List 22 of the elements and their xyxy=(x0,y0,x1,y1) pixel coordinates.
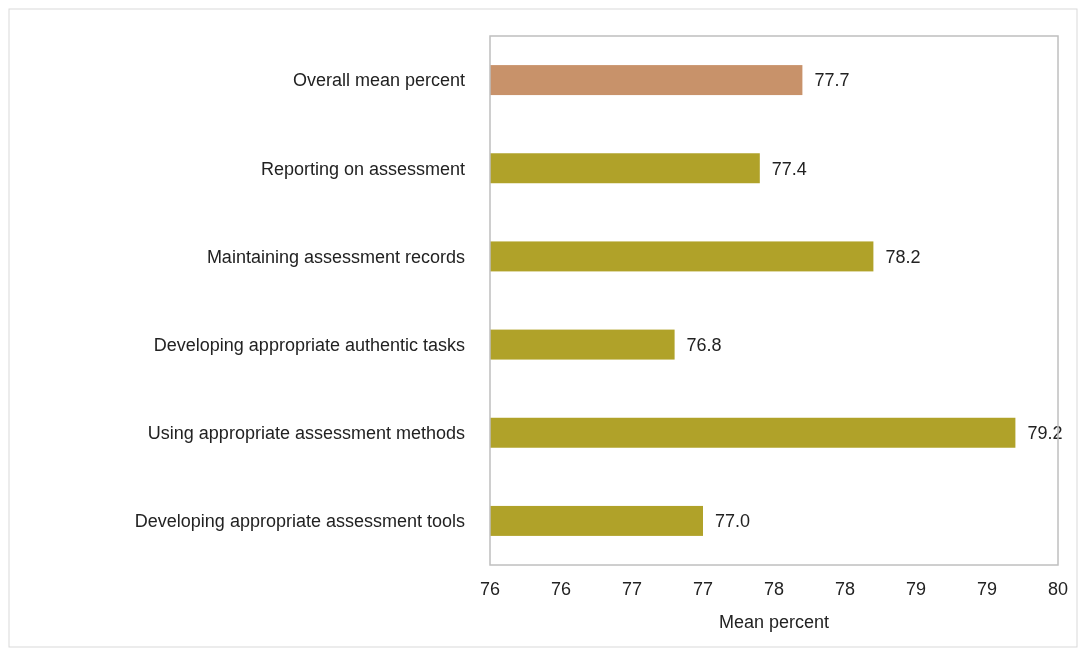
y-tick-label: Using appropriate assessment methods xyxy=(147,423,465,444)
y-tick-label: Developing appropriate authentic tasks xyxy=(153,334,465,355)
x-tick-label: 79 xyxy=(905,579,927,599)
data-label: 79.2 xyxy=(1027,423,1063,444)
data-label: 76.8 xyxy=(686,334,722,355)
data-label: 77.0 xyxy=(715,511,751,532)
y-tick-label: Reporting on assessment xyxy=(260,158,465,179)
x-tick-label: 77 xyxy=(621,579,643,599)
x-tick-label: 78 xyxy=(834,579,856,599)
data-label: 77.4 xyxy=(771,158,807,179)
x-tick-label: 78 xyxy=(763,579,785,599)
data-label: 78.2 xyxy=(885,246,921,267)
x-axis-title: Mean percent xyxy=(718,612,830,632)
y-tick-label: Maintaining assessment records xyxy=(206,246,465,267)
x-tick-label: 80 xyxy=(1047,579,1069,599)
x-tick-label: 76 xyxy=(479,579,501,599)
x-tick-label: 79 xyxy=(976,579,998,599)
y-tick-label: Developing appropriate assessment tools xyxy=(134,511,465,532)
x-tick-label: 77 xyxy=(692,579,714,599)
y-tick-label: Overall mean percent xyxy=(292,70,465,91)
x-tick-label: 76 xyxy=(550,579,572,599)
data-label: 77.7 xyxy=(814,70,850,91)
